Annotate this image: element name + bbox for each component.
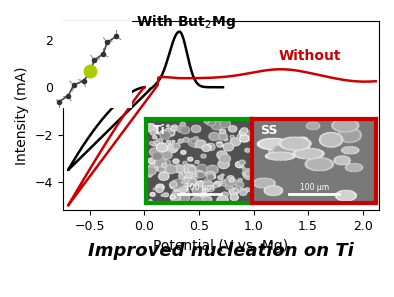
Y-axis label: Intensity (mA): Intensity (mA) — [15, 67, 29, 165]
Text: With But$_2$Mg: With But$_2$Mg — [136, 13, 236, 31]
Text: Improved nucleation on Ti: Improved nucleation on Ti — [88, 242, 354, 260]
X-axis label: Potential (V vs. Mg): Potential (V vs. Mg) — [153, 238, 288, 252]
Text: Without: Without — [279, 49, 342, 63]
